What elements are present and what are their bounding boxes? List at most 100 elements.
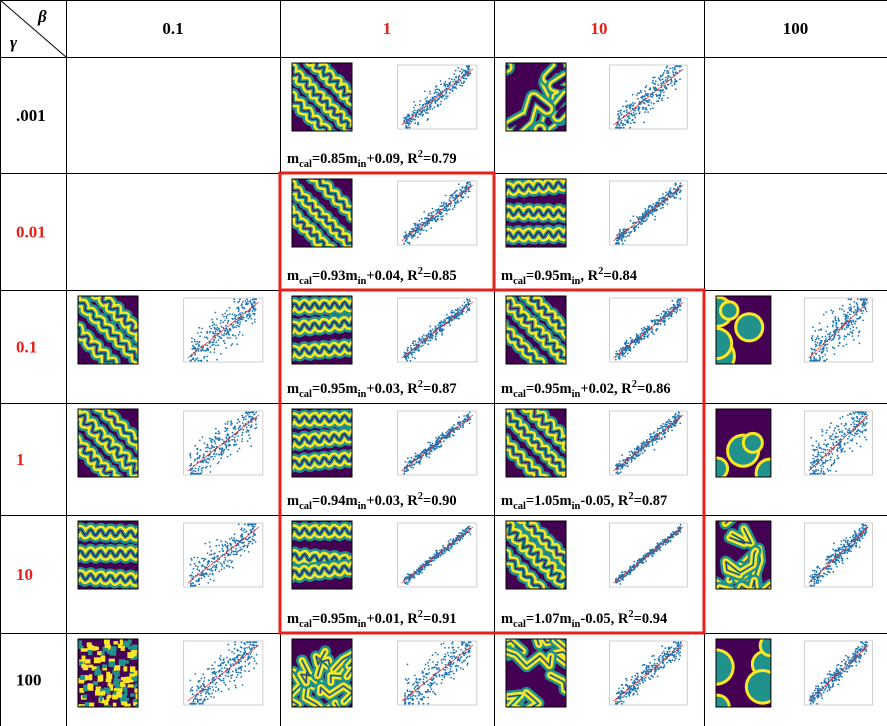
scatter-point — [862, 423, 865, 426]
scatter-point — [624, 462, 627, 464]
scatter-point — [622, 105, 624, 108]
scatter-point — [447, 85, 449, 88]
scatter-point — [846, 552, 849, 554]
scatter-point — [645, 560, 647, 562]
scatter-point — [216, 329, 219, 331]
scatter-point — [464, 530, 467, 533]
scatter-point — [434, 220, 437, 222]
scatter-point — [841, 430, 843, 432]
scatter-point — [670, 307, 673, 309]
scatter-point — [407, 461, 410, 464]
scatter-point — [206, 337, 209, 340]
cell-100-0.1 — [77, 638, 264, 708]
scatter-point — [443, 202, 445, 204]
scatter-point — [405, 468, 408, 471]
scatter-point — [840, 540, 843, 543]
scatter-point — [848, 333, 851, 336]
scatter-point — [422, 563, 425, 566]
scatter-point — [667, 430, 669, 432]
scatter-point — [197, 332, 199, 334]
scatter-point — [848, 429, 851, 432]
scatter-point — [632, 112, 635, 114]
map-pattern — [716, 431, 771, 477]
scatter-point — [207, 575, 210, 577]
scatter-point — [245, 530, 248, 533]
scatter-point — [414, 118, 416, 121]
scatter-point — [638, 341, 641, 344]
scatter-point — [841, 431, 844, 434]
scatter-point — [196, 556, 199, 559]
scatter-point — [826, 570, 829, 573]
scatter-point — [621, 353, 623, 356]
scatter-point — [415, 343, 417, 346]
scatter-point — [429, 441, 431, 444]
scatter-point — [254, 541, 257, 543]
scatter-point — [848, 412, 851, 415]
scatter-point — [837, 444, 840, 446]
scatter-point — [676, 65, 679, 68]
scatter-point — [629, 219, 632, 222]
scatter-point — [638, 111, 641, 113]
scatter-point — [431, 442, 434, 445]
scatter-point — [214, 442, 217, 445]
scatter-point — [441, 331, 443, 333]
scatter-point — [404, 231, 407, 234]
scatter-point — [234, 334, 237, 337]
scatter-point — [450, 311, 453, 314]
scatter-point — [196, 453, 199, 456]
scatter-point — [419, 571, 422, 573]
scatter-point — [242, 418, 245, 421]
scatter-point — [428, 337, 431, 340]
scatter-point — [832, 462, 835, 465]
map-pattern — [78, 522, 138, 589]
scatter-point — [429, 330, 431, 332]
scatter-point — [205, 336, 208, 338]
scatter-point — [837, 319, 840, 321]
scatter-point — [234, 321, 237, 323]
scatter-point — [449, 82, 451, 84]
scatter-point — [650, 319, 653, 322]
scatter-point — [822, 472, 824, 475]
scatter-point — [675, 532, 678, 535]
scatter-point — [219, 337, 222, 339]
scatter-point — [851, 331, 853, 334]
scatter-point — [219, 352, 222, 355]
scatter-point — [675, 311, 678, 314]
scatter-point — [457, 76, 460, 79]
scatter-point — [831, 453, 834, 455]
scatter-point — [832, 448, 835, 451]
scatter-point — [854, 309, 857, 311]
scatter-point — [851, 440, 853, 442]
scatter-point — [423, 90, 426, 93]
scatter-point — [848, 307, 850, 309]
scatter-point — [407, 578, 410, 581]
scatter-point — [205, 572, 207, 574]
scatter-point — [253, 539, 255, 542]
scatter-point — [211, 572, 214, 575]
scatter-point — [628, 571, 631, 573]
scatter-point — [230, 344, 233, 347]
scatter-point — [432, 334, 435, 337]
scatter-point — [847, 298, 850, 301]
scatter-point — [212, 321, 214, 324]
scatter-point — [680, 189, 682, 192]
scatter-point — [830, 422, 832, 425]
scatter-point — [419, 340, 421, 342]
scatter-point — [630, 457, 633, 460]
scatter-point — [837, 326, 839, 329]
scatter-point — [221, 670, 223, 673]
scatter-point — [837, 331, 840, 334]
scatter-point — [447, 435, 450, 438]
scatter-point — [190, 557, 193, 560]
scatter-point — [823, 443, 825, 446]
scatter-point — [679, 526, 681, 529]
scatter-point — [234, 553, 236, 556]
scatter-point — [834, 559, 837, 562]
scatter-point — [862, 422, 865, 424]
scatter-point — [827, 470, 830, 472]
scatter-point — [833, 555, 836, 558]
scatter-point — [221, 549, 224, 552]
scatter-point — [676, 416, 679, 418]
scatter-point — [438, 88, 440, 91]
scatter-point — [669, 67, 671, 70]
